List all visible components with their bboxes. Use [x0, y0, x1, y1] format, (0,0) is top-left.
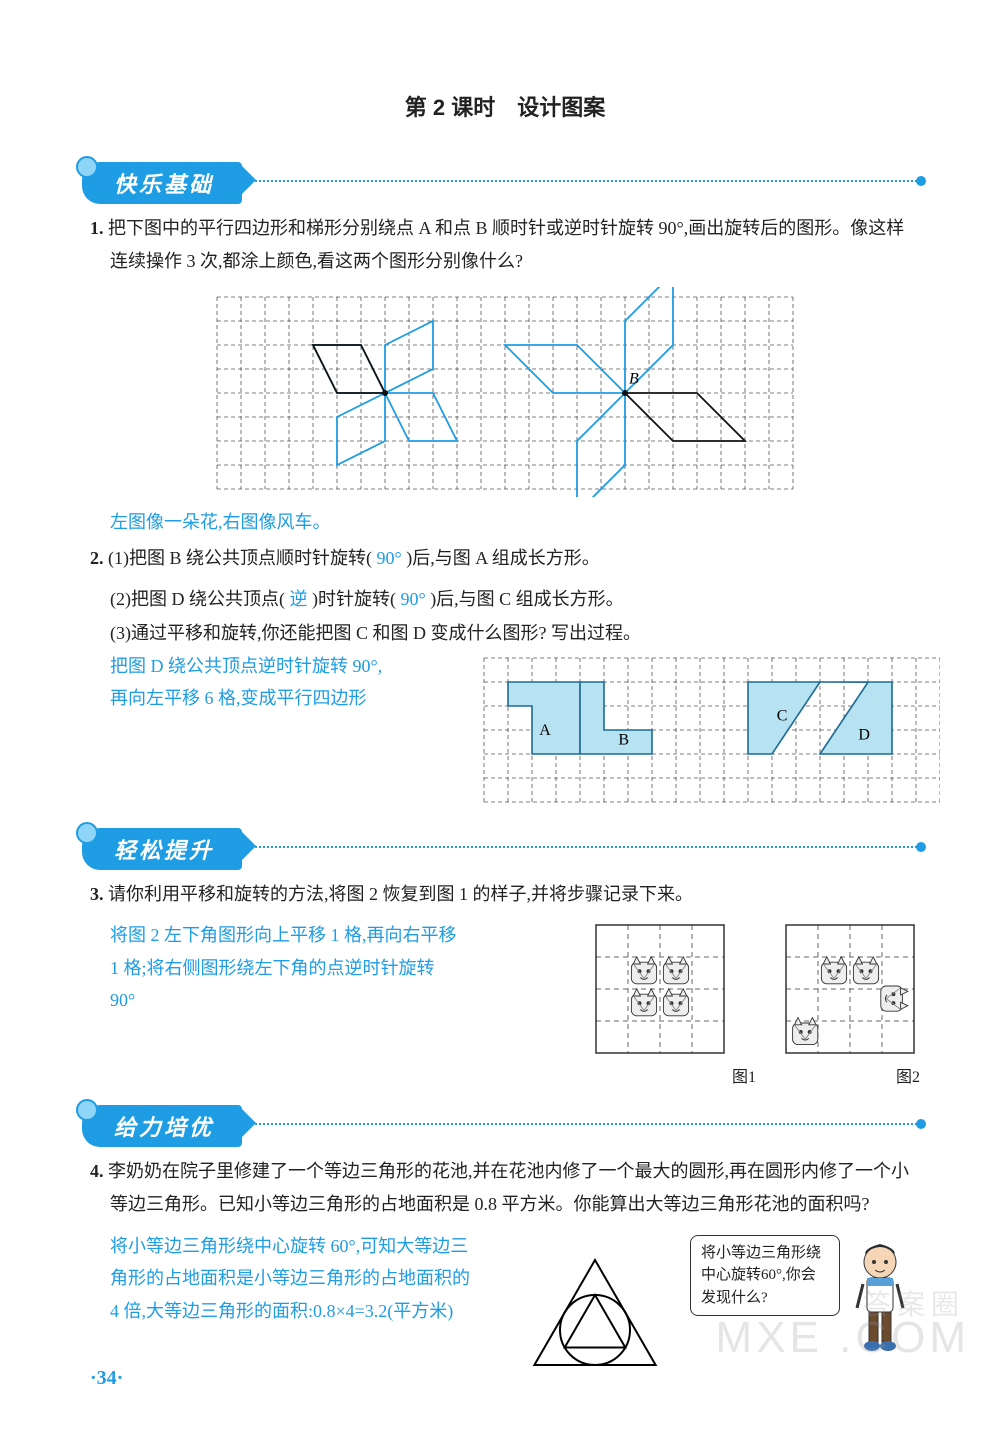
problem-number: 4.	[90, 1161, 104, 1181]
svg-text:D: D	[858, 726, 870, 743]
section-divider	[252, 180, 920, 182]
figure-p1: B	[90, 287, 920, 502]
problem-2: 2. (1)把图 B 绕公共顶点顺时针旋转( 90° )后,与图 A 组成长方形…	[90, 542, 920, 575]
figure-p2: A B C D	[480, 650, 940, 810]
section-divider	[252, 1123, 920, 1125]
svg-text:B: B	[618, 731, 629, 748]
figure-p4	[510, 1230, 680, 1390]
problem-4: 4. 李奶奶在院子里修建了一个等边三角形的花池,并在花池内修了一个最大的圆形,再…	[90, 1155, 920, 1222]
section-badge-3: 给力培优	[82, 1105, 242, 1147]
svg-text:B: B	[629, 370, 639, 387]
problem-number: 1.	[90, 218, 104, 238]
section-header-2: 轻松提升	[82, 828, 920, 868]
section-divider	[252, 846, 920, 848]
problem-1: 1. 把下图中的平行四边形和梯形分别绕点 A 和点 B 顺时针或逆时针旋转 90…	[90, 212, 920, 279]
fig-label-1: 图1	[732, 1063, 756, 1087]
page-number: ·34·	[90, 1367, 123, 1390]
section-badge-2: 轻松提升	[82, 828, 242, 870]
p2-answer-b: 再向左平移 6 格,变成平行四边形	[90, 682, 460, 714]
p1-answer: 左图像一朵花,右图像风车。	[90, 506, 920, 538]
p4-answer-a: 将小等边三角形绕中心旋转 60°,可知大等边三	[90, 1230, 490, 1262]
problem-number: 3.	[90, 884, 104, 904]
p3-answer-b: 1 格;将右侧图形绕左下角的点逆时针旋转 90°	[90, 952, 460, 1017]
problem-3: 3. 请你利用平移和旋转的方法,将图 2 恢复到图 1 的样子,并将步骤记录下来…	[90, 878, 920, 911]
section-badge-1: 快乐基础	[82, 162, 242, 204]
svg-text:C: C	[777, 707, 788, 724]
p3-answer-a: 将图 2 左下角图形向上平移 1 格,再向右平移	[90, 919, 460, 951]
svg-text:A: A	[539, 722, 551, 739]
p4-answer-b: 角形的占地面积是小等边三角形的占地面积的	[90, 1262, 490, 1294]
section-header-1: 快乐基础	[82, 162, 920, 202]
problem-text: 把下图中的平行四边形和梯形分别绕点 A 和点 B 顺时针或逆时针旋转 90°,画…	[108, 218, 904, 271]
p2-l2: (2)把图 D 绕公共顶点( 逆 )时针旋转( 90° )后,与图 C 组成长方…	[90, 583, 920, 616]
problem-text: 请你利用平移和旋转的方法,将图 2 恢复到图 1 的样子,并将步骤记录下来。	[108, 884, 693, 904]
p4-answer-c: 4 倍,大等边三角形的面积:0.8×4=3.2(平方米)	[90, 1295, 490, 1327]
fig-label-2: 图2	[896, 1063, 920, 1087]
problem-number: 2.	[90, 548, 104, 568]
problem-text: 李奶奶在院子里修建了一个等边三角形的花池,并在花池内修了一个最大的圆形,再在圆形…	[108, 1161, 909, 1214]
p2-l1: (1)把图 B 绕公共顶点顺时针旋转( 90° )后,与图 A 组成长方形。	[108, 548, 600, 568]
watermark: MXE .COM	[716, 1313, 970, 1363]
p2-l3: (3)通过平移和旋转,你还能把图 C 和图 D 变成什么图形? 写出过程。	[90, 617, 920, 650]
lesson-title: 第 2 课时 设计图案	[90, 90, 920, 122]
figure-p3: 图1 图2	[480, 919, 920, 1087]
section-header-3: 给力培优	[82, 1105, 920, 1145]
speech-bubble: 将小等边三角形绕中心旋转60°,你会发现什么?	[690, 1235, 840, 1317]
p2-answer-a: 把图 D 绕公共顶点逆时针旋转 90°,	[90, 650, 460, 682]
